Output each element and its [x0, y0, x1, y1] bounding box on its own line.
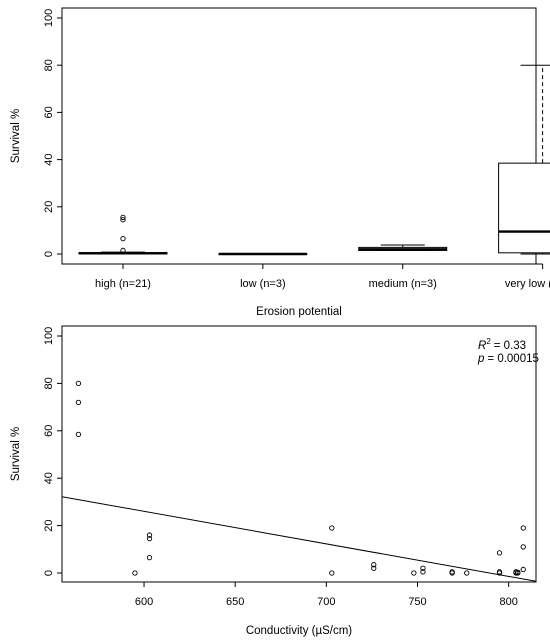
- scatter-point: [371, 562, 377, 568]
- scatter-point: [520, 566, 526, 573]
- boxplot-x-tick-label: high (n=21): [95, 278, 151, 290]
- scatter-y-tick-label: 20: [43, 519, 55, 531]
- boxplot-y-tick-label: 100: [43, 9, 55, 27]
- regression-line: [62, 496, 536, 582]
- scatter-point: [329, 570, 335, 576]
- scatter-point: [496, 570, 503, 576]
- boxplot-plot-frame: [61, 7, 537, 265]
- box-outlier-point: [120, 217, 126, 223]
- box-group: [78, 214, 168, 255]
- scatter-x-tick-label: 650: [226, 596, 244, 608]
- box-group: [358, 244, 448, 251]
- scatter-point: [132, 570, 138, 576]
- scatter-point: [329, 525, 335, 531]
- scatter-x-tick-label: 750: [408, 596, 426, 608]
- fit-annotation: R2 = 0.33 p = 0.00015: [477, 337, 539, 365]
- boxplot-x-axis: high (n=21) low (n=3) medium (n=3) very low…: [95, 263, 550, 290]
- scatter-point: [75, 380, 82, 387]
- box-group: [218, 252, 308, 256]
- boxplot-y-tick-label: 20: [43, 201, 55, 213]
- scatter-y-axis: 0 20 40 60 80 100: [43, 327, 63, 576]
- scatter-point: [420, 565, 426, 571]
- scatter-y-tick-label: 0: [43, 570, 55, 576]
- scatter-y-tick-label: 80: [43, 377, 55, 389]
- scatter-point: [75, 399, 82, 406]
- scatter-plot-frame: [61, 325, 537, 583]
- scatter-point: [146, 554, 153, 561]
- boxplot-y-tick-label: 80: [43, 59, 55, 71]
- scatter-point: [411, 570, 417, 576]
- scatter-x-axis: 600 650 700 750 800: [135, 581, 518, 608]
- boxplot-x-tick-label: low (n=3): [240, 278, 286, 290]
- boxplot-panel: 0 20 40 60 80 100 high (n=21) low (n=3) medium …: [10, 7, 550, 318]
- box-group: [498, 64, 550, 255]
- scatter-point: [515, 570, 521, 576]
- scatter-point: [496, 550, 503, 556]
- scatter-marks: [62, 380, 536, 582]
- scatter-y-axis-title: Survival %: [10, 427, 22, 481]
- scatter-x-tick-label: 600: [135, 596, 153, 608]
- r-squared-annotation: R2 = 0.33: [478, 337, 526, 352]
- box-outlier-point: [120, 247, 126, 254]
- boxplot-x-tick-label: very low (n=12): [505, 278, 550, 290]
- scatter-point: [75, 431, 82, 438]
- boxplot-y-axis-title: Survival %: [10, 109, 22, 163]
- scatter-point: [464, 570, 470, 576]
- box-iqr: [498, 162, 550, 254]
- scatter-point: [146, 532, 153, 538]
- box-outlier-point: [120, 214, 126, 221]
- boxplot-marks: [78, 64, 550, 256]
- p-value-annotation: p = 0.00015: [477, 353, 539, 365]
- scatter-point: [520, 525, 526, 531]
- scatter-x-tick-label: 800: [499, 596, 517, 608]
- scatter-panel: 0 20 40 60 80 100 600 650 700 750 800 Conductivit…: [10, 325, 539, 637]
- scatter-point: [420, 569, 426, 575]
- box-outlier-point: [120, 236, 126, 242]
- boxplot-x-axis-title: Erosion potential: [256, 306, 342, 318]
- scatter-y-tick-label: 40: [43, 472, 55, 484]
- boxplot-y-tick-label: 60: [43, 106, 55, 118]
- boxplot-y-tick-label: 0: [43, 251, 55, 257]
- boxplot-y-tick-label: 40: [43, 153, 55, 165]
- scatter-point: [371, 565, 377, 571]
- scatter-y-tick-label: 100: [43, 327, 55, 345]
- boxplot-x-tick-label: medium (n=3): [369, 278, 437, 290]
- scatter-point: [520, 544, 526, 550]
- scatter-x-tick-label: 700: [317, 596, 335, 608]
- scatter-point: [146, 535, 153, 542]
- boxplot-y-axis: 0 20 40 60 80 100: [43, 9, 63, 257]
- scatter-x-axis-title: Conductivity (µS/cm): [246, 625, 352, 637]
- scatter-point: [449, 570, 455, 576]
- scatter-y-tick-label: 60: [43, 425, 55, 437]
